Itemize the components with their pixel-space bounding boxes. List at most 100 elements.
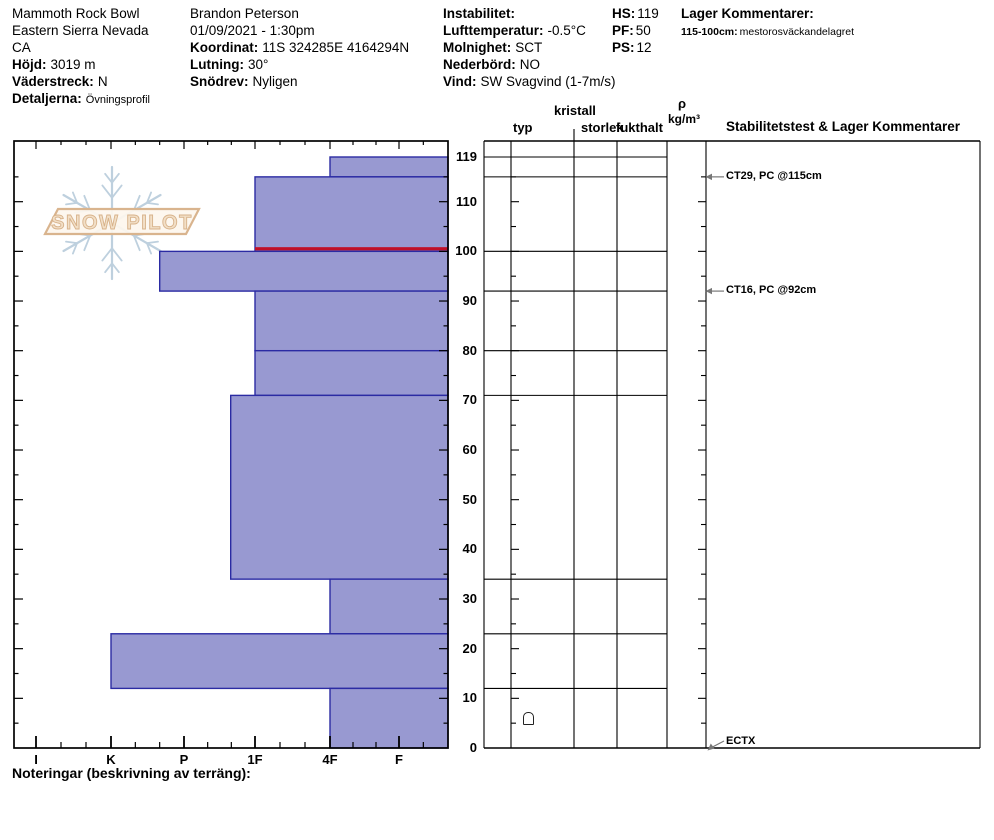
ps-label: PS: [612, 40, 635, 55]
snowflake-line [111, 247, 123, 262]
instability-label: Instabilitet: [443, 6, 516, 21]
snowflake-line [146, 240, 159, 245]
hardness-axis-label: I [34, 752, 38, 767]
drift-line: Snödrev: Nyligen [190, 73, 409, 90]
notes-label: Noteringar (beskrivning av terräng): [12, 765, 251, 781]
depth-axis-label: 60 [462, 442, 477, 458]
snow-layer-bar [158, 250, 449, 292]
arrow-head [705, 173, 712, 181]
column-header-fukthalt: fukthalt [616, 120, 663, 135]
airtemp-line: Lufttemperatur: -0.5°C [443, 22, 616, 39]
snowflake-line [111, 262, 120, 274]
snow-layer-bar [254, 176, 449, 253]
elevation-value: 3019 m [50, 57, 96, 72]
aspect-line: Väderstreck: N [12, 73, 150, 90]
snowflake-line [101, 184, 113, 199]
precip-label: Nederbörd: [443, 57, 516, 72]
snowpack-summary-block: HS: 119 PF: 50 PS: 12 [612, 5, 659, 56]
logo-wordmark: SNOW PILOT [51, 212, 193, 234]
hardness-axis-label: P [179, 752, 189, 767]
slope-label: Lutning: [190, 57, 244, 72]
airtemp-label: Lufttemperatur: [443, 23, 544, 38]
hardness-axis-label: 4F [322, 752, 338, 767]
snowflake-line [71, 242, 78, 255]
column-header-kristall: kristall [554, 103, 596, 118]
depth-axis-label: 0 [469, 740, 477, 755]
aspect-value: N [97, 74, 108, 89]
sky-value: SCT [515, 40, 543, 55]
chart-graphics [13, 129, 981, 751]
snow-layer-bar [329, 578, 449, 635]
snowflake-line [111, 184, 123, 199]
stability-test-label: CT16, PC @92cm [726, 284, 817, 297]
elevation-label: Höjd: [12, 57, 47, 72]
column-header-rho: ρ [678, 96, 687, 111]
snowflake-line [104, 172, 113, 184]
snowflake-line [111, 172, 120, 184]
ps-line: PS: 12 [612, 39, 659, 56]
hardness-axis-label: K [106, 752, 116, 767]
drift-label: Snödrev: [190, 74, 249, 89]
column-header-stability: Stabilitetstest & Lager Kommentarer [726, 119, 961, 134]
pf-label: PF: [612, 23, 634, 38]
wind-label: Vind: [443, 74, 477, 89]
instability-line: Instabilitet: [443, 5, 616, 22]
pf-value: 50 [635, 23, 651, 38]
depth-axis-label: 10 [462, 690, 477, 706]
aspect-label: Väderstreck: [12, 74, 94, 89]
coordinate-line: Koordinat: 11S 324285E 4164294N [190, 39, 409, 56]
snowflake-line [101, 247, 113, 262]
depth-axis-label: 50 [462, 491, 477, 507]
ps-value: 12 [636, 40, 652, 55]
snow-layer-bar [254, 349, 449, 397]
layer-comment-text: mestorosväckandelagret [739, 26, 855, 38]
elevation-line: Höjd: 3019 m [12, 56, 150, 73]
drift-value: Nyligen [252, 74, 298, 89]
hardness-axis-label: F [395, 752, 403, 767]
logo-banner [43, 207, 201, 236]
layer-of-concern-line [255, 247, 448, 251]
observer-name: Brandon Peterson [190, 6, 299, 21]
site-state: CA [12, 40, 31, 55]
snow-layer-bar [110, 633, 449, 690]
depth-axis-label: 40 [462, 541, 477, 557]
snowpilot-logo: SNOW PILOT [43, 165, 201, 281]
site-info-block: Mammoth Rock Bowl Eastern Sierra Nevada … [12, 5, 150, 107]
grain-type-melt-forms-icon [523, 712, 534, 726]
hs-label: HS: [612, 6, 636, 21]
coordinate-value: 11S 324285E 4164294N [262, 40, 410, 55]
arrow-head [705, 287, 712, 295]
depth-axis-label: 110 [456, 193, 477, 209]
details-line: Detaljerna: Övningsprofil [12, 90, 150, 107]
stability-test-label: CT29, PC @115cm [726, 169, 822, 182]
stability-test-label: ECTX [726, 735, 756, 747]
observation-datetime: 01/09/2021 - 1:30pm [190, 23, 315, 38]
snowflake-line [146, 201, 159, 206]
sky-label: Molnighet: [443, 40, 512, 55]
depth-axis-label: 90 [462, 293, 477, 309]
airtemp-value: -0.5°C [547, 23, 586, 38]
snow-layer-bar [329, 687, 449, 749]
depth-axis-label: 100 [455, 243, 477, 259]
hardness-axis-label: 1F [247, 752, 263, 767]
sky-line: Molnighet: SCT [443, 39, 616, 56]
chart-line [712, 740, 725, 748]
column-header-storlek: storlek [581, 120, 624, 135]
depth-axis-label: 80 [462, 342, 477, 358]
snowflake-line [104, 262, 113, 274]
site-range: Eastern Sierra Nevada [12, 23, 149, 38]
hs-value: 119 [637, 6, 659, 21]
snowflake-line [65, 201, 78, 206]
snow-layer-bar [229, 394, 449, 580]
slope-value: 30° [247, 57, 269, 72]
precip-value: NO [519, 57, 541, 72]
snowflake-line [146, 242, 153, 255]
depth-axis-label: 20 [462, 640, 477, 656]
snowflake-line [146, 191, 153, 204]
pf-line: PF: 50 [612, 22, 659, 39]
column-header-typ: typ [513, 120, 533, 135]
depth-axis-label: 30 [462, 591, 477, 606]
precip-line: Nederbörd: NO [443, 56, 616, 73]
